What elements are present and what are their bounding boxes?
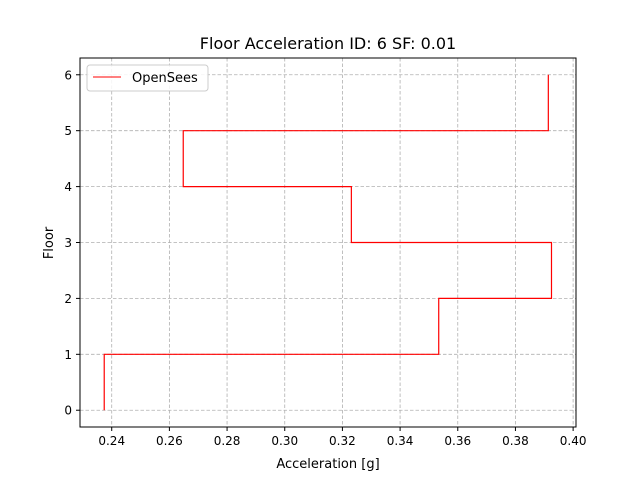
y-axis-label: Floor [42, 226, 57, 259]
y-tick-label: 5 [64, 124, 72, 138]
y-tick-label: 6 [64, 68, 72, 82]
y-tick-label: 0 [64, 404, 72, 418]
series-layer [103, 74, 553, 411]
x-tick-label: 0.26 [156, 434, 183, 448]
x-tick-label: 0.28 [214, 434, 241, 448]
chart-title: Floor Acceleration ID: 6 SF: 0.01 [200, 34, 456, 53]
series-line-opensees [103, 74, 553, 411]
legend-label-opensees: OpenSees [132, 71, 198, 86]
legend: OpenSees [86, 64, 209, 92]
y-tick-label: 4 [64, 180, 72, 194]
x-tick-label: 0.32 [329, 434, 356, 448]
x-tick-label: 0.38 [502, 434, 529, 448]
y-tick-label: 1 [64, 348, 72, 362]
x-tick-label: 0.30 [271, 434, 298, 448]
x-tick-label: 0.36 [444, 434, 471, 448]
x-tick-label: 0.34 [387, 434, 414, 448]
y-tick-label: 2 [64, 292, 72, 306]
x-tick-label: 0.24 [98, 434, 125, 448]
x-axis-label: Acceleration [g] [276, 457, 379, 472]
x-axis-ticks: 0.24 0.26 0.28 0.30 0.32 0.34 0.36 0.38 0.40 [98, 427, 586, 448]
y-tick-label: 3 [64, 236, 72, 250]
y-axis-ticks: 0 1 2 3 4 5 6 [64, 68, 80, 418]
legend-box [86, 64, 209, 92]
x-tick-label: 0.40 [560, 434, 587, 448]
